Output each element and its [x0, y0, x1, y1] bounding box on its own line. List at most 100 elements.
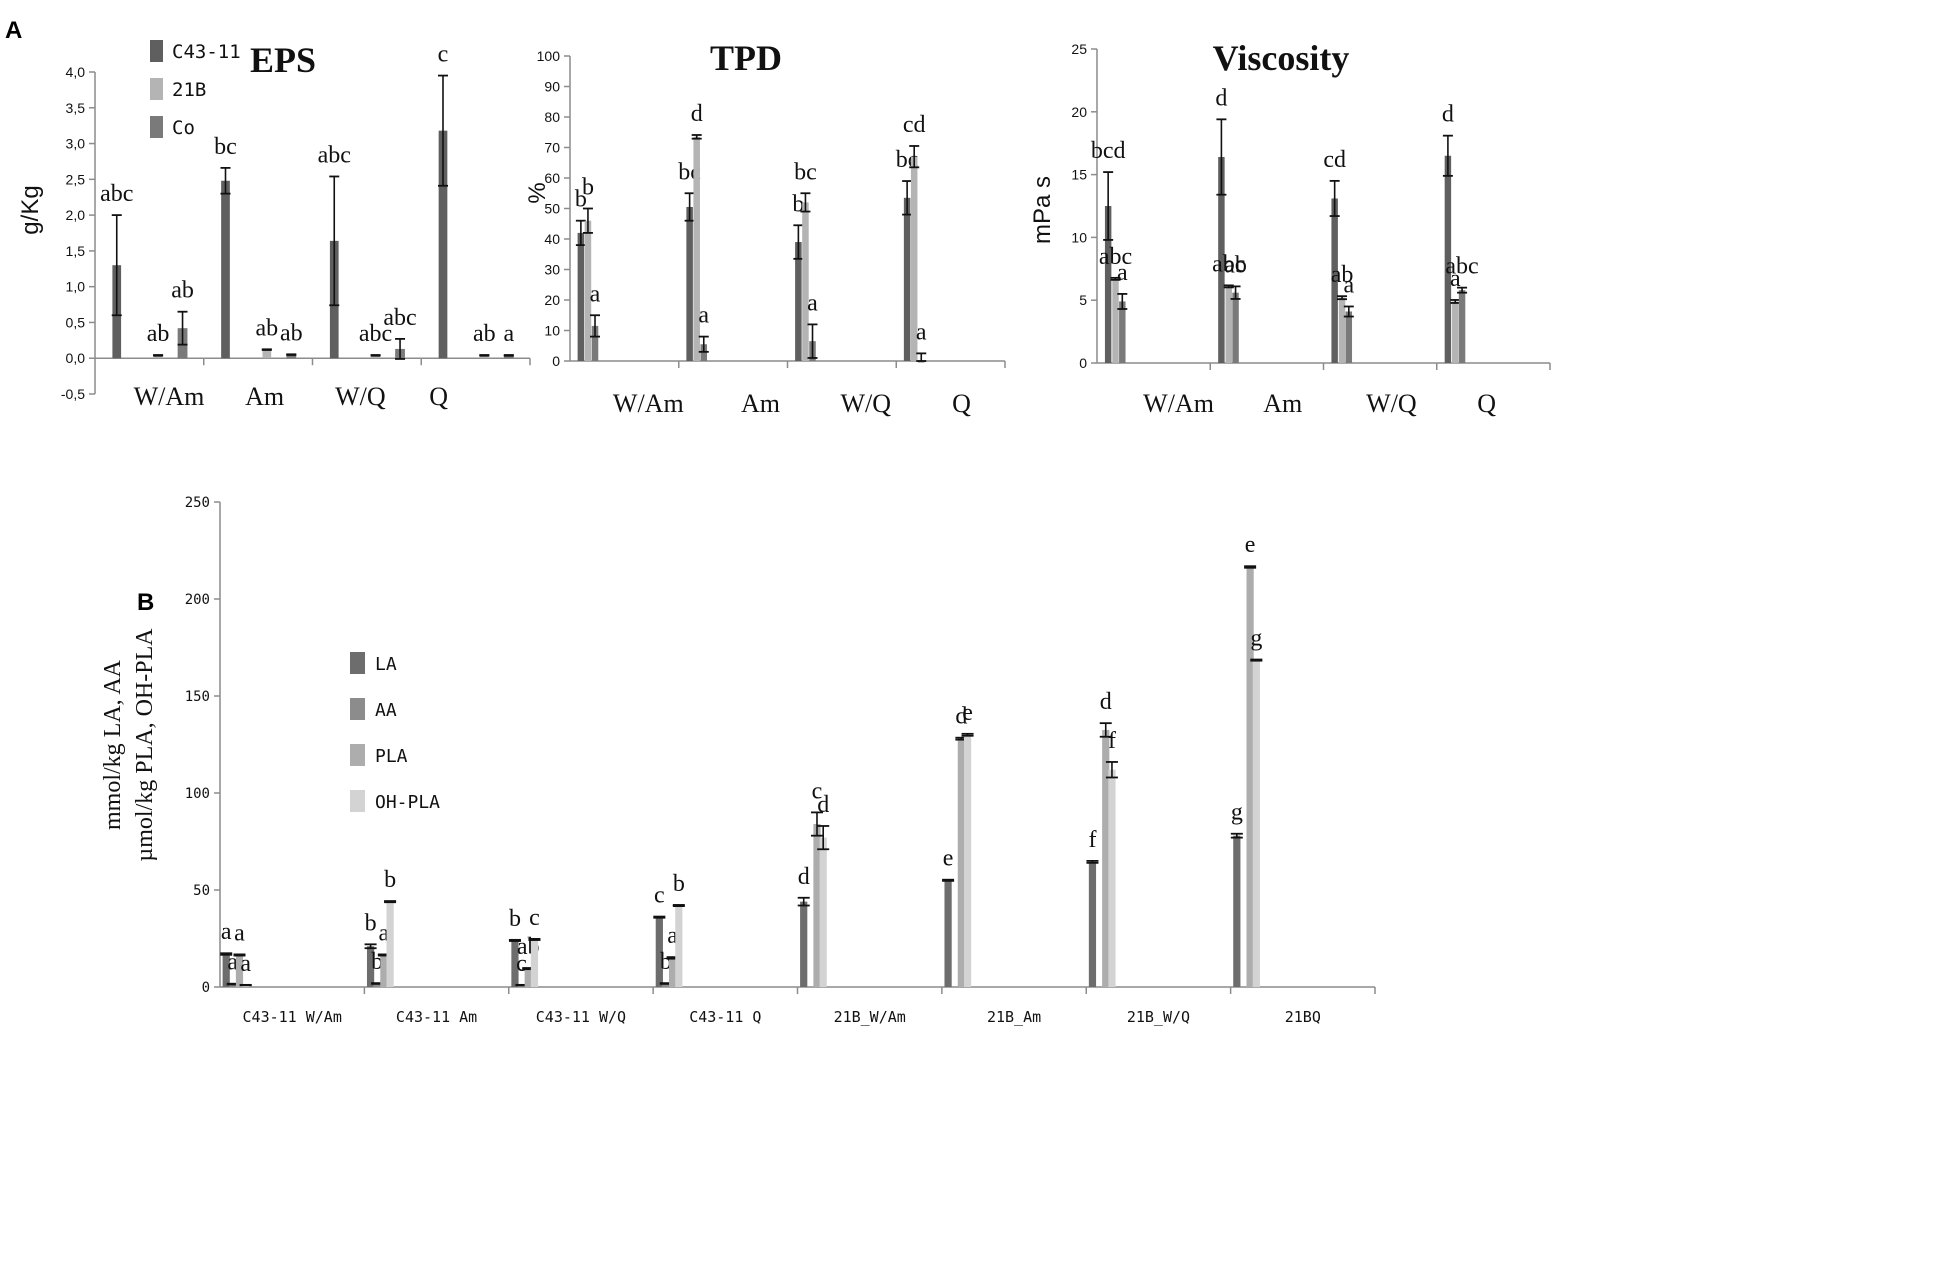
significance-label: a: [234, 920, 245, 946]
bar-c43-11: [686, 206, 693, 361]
y-tick-label: 0: [202, 980, 210, 996]
significance-label: a: [379, 920, 390, 946]
significance-label: b: [384, 867, 396, 893]
bar-21b: [371, 355, 380, 359]
significance-label: c: [516, 951, 527, 977]
significance-label: a: [590, 281, 601, 307]
bar-21b: [584, 220, 592, 361]
y-tick-label: 10: [1071, 229, 1087, 245]
significance-label: abc: [1445, 254, 1478, 280]
category-label: W/Am: [613, 389, 684, 418]
category-label: W/Q: [841, 389, 892, 418]
significance-label: c: [654, 883, 665, 909]
significance-label: b: [365, 910, 377, 936]
y-tick-label: 1,0: [66, 279, 86, 295]
significance-label: abc: [1212, 251, 1245, 277]
category-label: Am: [741, 389, 780, 418]
category-label: Q: [429, 382, 448, 411]
significance-label: bcd: [1091, 138, 1126, 164]
y-tick-label: -0,5: [61, 386, 85, 402]
significance-label: d: [1442, 102, 1454, 128]
significance-label: d: [1215, 85, 1227, 111]
significance-label: ab: [171, 278, 194, 304]
bar-aa: [662, 983, 670, 987]
bar-oh-pla: [963, 734, 972, 987]
y-tick-label: 60: [544, 170, 560, 186]
chart-title: TPD: [710, 38, 782, 78]
significance-label: a: [807, 290, 818, 316]
bar-oh-pla: [530, 939, 539, 987]
bar-c43-11: [221, 180, 230, 359]
y-tick-label: 2,0: [66, 207, 86, 223]
significance-label: c: [529, 905, 540, 931]
significance-label: e: [1245, 532, 1256, 558]
bar-pla: [380, 954, 388, 987]
category-label: 21BQ: [1285, 1008, 1321, 1026]
bar-c43-11: [438, 130, 448, 359]
y-tick-label: 5: [1079, 292, 1087, 308]
bar-co: [1345, 311, 1353, 363]
y-tick-label: 50: [544, 201, 560, 217]
bar-aa: [229, 984, 237, 987]
legend-label: LA: [375, 654, 397, 675]
significance-label: d: [798, 864, 810, 890]
significance-label: b: [660, 949, 672, 975]
significance-label: d: [1100, 689, 1112, 715]
bar-pla: [524, 968, 532, 987]
bar-pla: [813, 824, 821, 987]
y-axis-label: g/Kg: [17, 185, 44, 234]
significance-label: abc: [100, 181, 133, 207]
y-tick-label: 0: [1079, 355, 1087, 371]
bar-c43-11: [1444, 155, 1452, 363]
y-tick-label: 10: [544, 323, 560, 339]
bar-c43-11: [1104, 206, 1112, 363]
legend-swatch: [150, 40, 163, 62]
y-tick-label: 200: [185, 592, 210, 608]
significance-label: e: [962, 700, 973, 726]
significance-label: ab: [147, 321, 170, 347]
y-tick-label: 25: [1071, 41, 1087, 57]
y-tick-label: 3,5: [66, 100, 86, 116]
eps-chart: -0,5 0,0 0,5 1,0 1,5 2,0 2,5 3,0 3,5 4,0 abc bc abc c…: [17, 40, 531, 411]
bar-21b: [1112, 278, 1119, 363]
y-tick-label: 100: [185, 786, 210, 802]
bar-oh-pla: [1108, 769, 1116, 987]
bar-21b: [262, 349, 272, 359]
bar-la: [655, 917, 663, 987]
bar-pla: [957, 738, 965, 987]
significance-label: ab: [1331, 262, 1354, 288]
bar-oh-pla: [675, 905, 683, 987]
significance-label: e: [943, 846, 954, 872]
significance-label: a: [916, 319, 927, 345]
bar-co: [1119, 301, 1126, 363]
significance-label: a: [1343, 272, 1354, 298]
significance-label: d: [955, 704, 967, 730]
category-label: 21B_Am: [987, 1008, 1041, 1026]
significance-label: d: [817, 792, 829, 818]
bar-pla: [669, 957, 677, 987]
bar-aa: [373, 983, 381, 987]
y-axis-label: µmol/kg PLA, OH-PLA: [132, 628, 158, 862]
bar-co: [1458, 290, 1466, 363]
y-tick-label: 0,0: [66, 350, 86, 366]
significance-label: cd: [903, 112, 926, 138]
significance-label: abc: [1099, 244, 1132, 270]
category-label: W/Q: [1366, 389, 1417, 418]
y-tick-label: 250: [185, 495, 210, 511]
y-tick-label: 0: [552, 353, 560, 369]
y-tick-label: 3,0: [66, 136, 86, 152]
significance-label: b: [582, 175, 594, 201]
y-tick-label: 15: [1071, 167, 1087, 183]
significance-label: b: [509, 906, 521, 932]
y-tick-label: 80: [544, 109, 560, 125]
significance-label: a: [221, 919, 232, 945]
significance-label: abc: [383, 305, 416, 331]
y-tick-label: 150: [185, 689, 210, 705]
bar-oh-pla: [386, 901, 394, 987]
y-tick-label: 20: [1071, 104, 1087, 120]
legend-label: Co: [172, 117, 195, 139]
bar-21b: [1225, 286, 1232, 363]
category-label: Am: [1263, 389, 1302, 418]
